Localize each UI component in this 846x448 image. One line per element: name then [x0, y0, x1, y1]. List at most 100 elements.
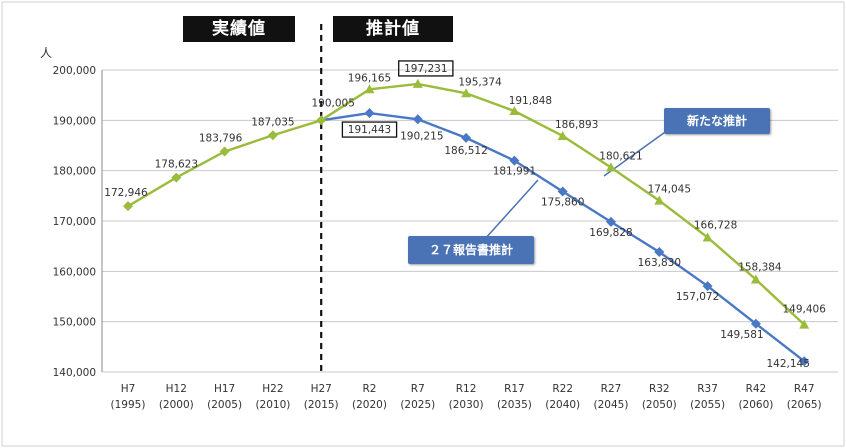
x-tick-label: H22 [262, 383, 283, 395]
report27-point [606, 216, 616, 227]
report27-point [799, 356, 810, 367]
x-tick-year-label: (2020) [352, 399, 387, 411]
x-tick-label: R27 [601, 383, 622, 395]
new-projection-point [799, 319, 810, 329]
new-projection-point [364, 84, 375, 94]
actual-data-label: 183,796 [199, 133, 243, 145]
report27-data-label: 191,443 [348, 124, 391, 136]
report27-point [509, 155, 520, 166]
x-tick-year-label: (2015) [304, 399, 339, 411]
x-tick-year-label: (2065) [787, 399, 822, 411]
actual-point [171, 172, 182, 183]
x-tick-label: H17 [214, 383, 235, 395]
actual-point [267, 130, 278, 141]
actual-data-label: 187,035 [251, 116, 294, 128]
x-tick-year-label: (2005) [207, 399, 242, 411]
report27-data-label: 163,830 [638, 257, 681, 269]
x-tick-year-label: (2030) [449, 399, 484, 411]
new-projection-data-label: 195,374 [458, 76, 502, 88]
new-projection-data-label: 197,231 [404, 63, 447, 75]
report27-data-label: 175,860 [541, 197, 584, 209]
y-tick-label: 200,000 [53, 65, 96, 77]
new-projection-callout-pointer [603, 129, 669, 177]
report27-point [364, 108, 375, 119]
x-tick-label: H12 [166, 383, 187, 395]
report27-data-label: 149,581 [720, 329, 763, 341]
new-projection-point [654, 195, 665, 205]
x-tick-year-label: (1995) [111, 399, 146, 411]
y-tick-label: 140,000 [53, 367, 96, 379]
report27-point [412, 114, 423, 125]
actual-data-label: 178,623 [155, 159, 198, 171]
report27-data-label: 157,072 [676, 291, 719, 303]
new-projection-point [702, 232, 713, 242]
report27-point [750, 318, 761, 329]
x-tick-label: R37 [697, 383, 718, 395]
y-tick-label: 190,000 [53, 115, 96, 127]
report27-data-label: 190,215 [400, 130, 443, 142]
new-projection-point [461, 88, 472, 98]
x-tick-year-label: (2040) [545, 399, 580, 411]
new-projection-data-label: 196,165 [348, 72, 391, 84]
actual-point [123, 201, 133, 212]
new-projection-point [750, 274, 761, 284]
actual-data-label: 190,005 [311, 97, 354, 109]
new-projection-point [509, 106, 520, 116]
report27-data-label: 142,145 [766, 358, 809, 370]
new-projection-data-label: 149,406 [782, 304, 826, 316]
x-tick-label: R17 [504, 383, 525, 395]
report27-data-label: 186,512 [444, 145, 487, 157]
report27-series-line [321, 111, 805, 363]
report27-point [461, 132, 472, 143]
x-tick-label: R22 [552, 383, 573, 395]
boxed-label-frame [341, 121, 398, 138]
report27-callout-pointer [483, 179, 539, 241]
report27-callout: ２７報告書推計 [408, 236, 534, 264]
new-projection-data-label: 186,893 [555, 119, 598, 131]
new-projection-point [606, 162, 616, 172]
y-tick-label: 180,000 [53, 166, 96, 178]
x-tick-label: H7 [121, 383, 136, 395]
x-tick-label: H27 [311, 383, 332, 395]
new-projection-data-label: 166,728 [694, 219, 737, 231]
new-projection-callout: 新たな推計 [664, 108, 770, 134]
x-tick-year-label: (2050) [642, 399, 677, 411]
new-projection-point [412, 78, 423, 88]
report27-point [654, 247, 665, 258]
x-tick-year-label: (2010) [255, 399, 290, 411]
new-projection-data-label: 158,384 [738, 261, 782, 273]
x-tick-label: R7 [411, 383, 425, 395]
new-projection-data-label: 180,621 [599, 151, 642, 163]
x-tick-year-label: (2035) [497, 399, 532, 411]
x-tick-year-label: (2060) [738, 399, 773, 411]
x-tick-year-label: (2000) [159, 399, 194, 411]
x-tick-year-label: (2025) [400, 399, 435, 411]
x-tick-label: R47 [794, 383, 815, 395]
report27-data-label: 169,828 [589, 227, 632, 239]
x-tick-label: R12 [456, 383, 477, 395]
x-tick-year-label: (2045) [594, 399, 629, 411]
x-tick-label: R2 [363, 383, 377, 395]
new-projection-data-label: 174,045 [648, 184, 691, 196]
actual-data-label: 172,946 [104, 187, 148, 199]
actual-values-header: 実績値 [183, 16, 295, 42]
actual-point [219, 146, 230, 157]
y-tick-label: 170,000 [53, 216, 96, 228]
report27-data-label: 181,991 [493, 166, 536, 178]
new-projection-data-label: 191,848 [509, 95, 552, 107]
y-axis-unit: 人 [40, 46, 53, 60]
report27-point [557, 186, 568, 197]
actual-point [316, 115, 327, 126]
report27-point [702, 281, 713, 292]
x-tick-label: R32 [649, 383, 670, 395]
x-tick-label: R42 [746, 383, 767, 395]
boxed-label-frame [398, 60, 454, 77]
x-tick-year-label: (2055) [690, 399, 725, 411]
y-tick-label: 160,000 [53, 266, 96, 278]
projected-values-header: 推計値 [333, 16, 453, 42]
new-projection-point [557, 130, 568, 140]
y-tick-label: 150,000 [53, 317, 96, 329]
